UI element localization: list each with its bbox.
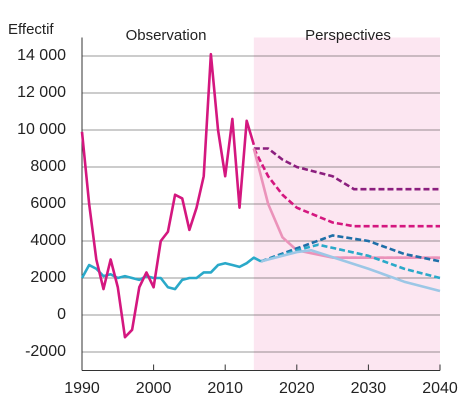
series-line	[260, 243, 441, 280]
series-line	[80, 256, 262, 291]
x-tick-label: 2020	[279, 380, 315, 397]
y-tick-label: 2000	[30, 269, 66, 286]
y-tick-label: 12 000	[17, 84, 66, 101]
x-tick-label: 2030	[351, 380, 387, 397]
x-tick-label: 2010	[207, 380, 243, 397]
y-tick-label: 0	[57, 306, 66, 323]
series-line	[252, 147, 440, 228]
series-line	[80, 52, 256, 339]
series-line	[260, 234, 441, 263]
y-tick-label: 4000	[30, 232, 66, 249]
y-tick-label: 8000	[30, 158, 66, 175]
y-tick-label: 10 000	[17, 121, 66, 138]
series-line	[252, 148, 440, 259]
y-tick-label: 14 000	[17, 47, 66, 64]
annotation: Perspectives	[305, 27, 391, 44]
series-line	[253, 147, 440, 191]
x-tick-label: 2000	[136, 380, 172, 397]
y-tick-label: 6000	[30, 195, 66, 212]
series-line	[260, 248, 441, 293]
y-axis-label: Effectif	[8, 21, 54, 38]
x-tick-label: 1990	[64, 380, 100, 397]
y-tick-label: -2000	[25, 343, 66, 360]
x-tick-label: 2040	[422, 380, 458, 397]
annotation: Observation	[126, 27, 207, 44]
